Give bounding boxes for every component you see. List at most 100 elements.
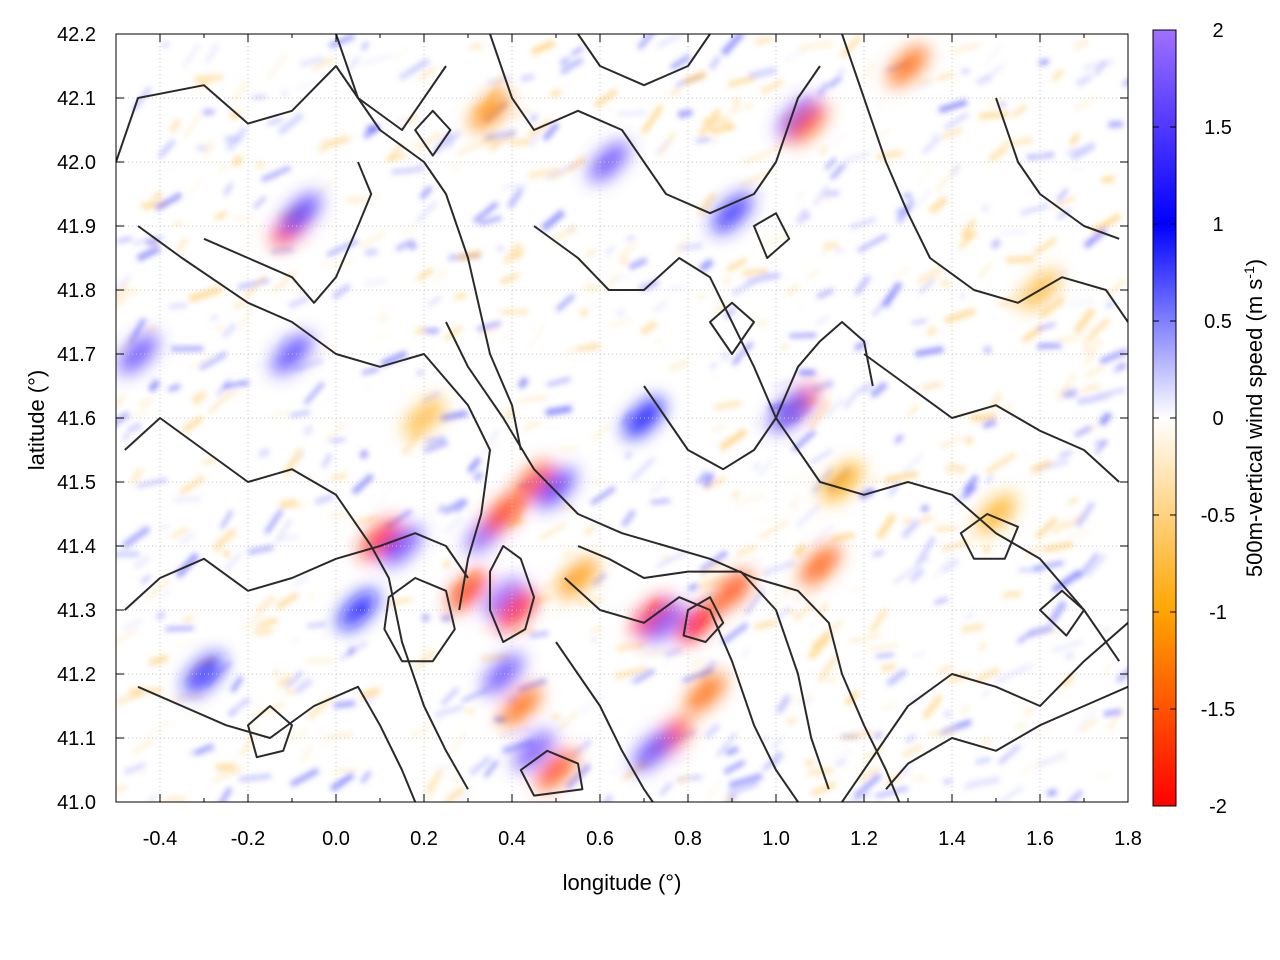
field-cell [1055,757,1069,763]
field-cell [502,182,528,191]
field-cell [941,557,961,574]
field-cell [1073,307,1096,335]
field-cell [886,668,908,687]
field-cell [426,500,439,517]
field-cell [329,513,347,518]
field-cell [222,550,244,573]
field-hotspot [382,526,422,566]
field-cell [520,74,535,82]
field-cell [450,773,461,784]
y-tick-label: 41.4 [57,536,96,558]
field-cell [157,444,172,458]
field-hotspot [514,462,554,502]
field-cell [333,767,359,774]
field-cell [501,309,529,314]
field-cell [483,759,499,778]
field-cell [849,634,882,643]
field-cell [935,526,957,532]
field-cell [230,675,244,693]
field-cell [1103,709,1122,717]
field-cell [218,164,226,172]
field-cell [1037,753,1066,767]
field-cell [869,381,889,399]
field-cell [650,498,671,505]
field-cell [331,283,352,300]
contour-loop [682,596,725,643]
field-cell [1087,317,1111,340]
field-cell [116,784,128,793]
field-cell [225,125,249,152]
field-cell [1051,569,1083,594]
contour-line [137,225,491,611]
field-cell [964,436,974,445]
field-cell [367,696,375,704]
contour-line [489,34,821,215]
field-cell [195,75,223,82]
field-cell [671,234,691,258]
field-cell [255,594,277,614]
field-cell [817,197,833,203]
field-cell [1056,188,1069,203]
field-cell [348,56,360,71]
field-cell [417,66,438,81]
field-cell [639,650,672,657]
field-cell [440,410,468,422]
field-cell [362,124,382,140]
field-cell [840,35,862,58]
field-cell [912,651,926,658]
field-cell [479,215,502,227]
field-cell [233,301,248,309]
field-cell [346,646,356,656]
field-cell [944,307,976,324]
contour-loop [414,109,452,157]
field-cell [943,709,953,719]
field-cell [1068,132,1081,147]
field-cell [711,138,719,145]
field-cell [127,317,147,346]
field-cell [164,120,186,143]
field-cell [744,104,753,109]
field-cell [1056,372,1077,403]
colorbar: 2 1.5 1 0.5 0 -0.5 -1 -1.5 -2 [1152,20,1235,818]
field-cell [425,768,444,793]
field-cell [908,423,943,430]
field-cell [162,41,169,49]
field-cell [720,34,745,57]
field-cell [1006,255,1035,264]
contour-line [445,321,901,802]
field-cell [677,109,693,119]
field-cell [1093,60,1108,77]
field-cell [1050,67,1065,83]
field-cell [1072,96,1097,113]
field-cell [329,589,342,596]
field-cell [731,341,754,366]
field-cell [1072,38,1089,51]
field-cell [1055,336,1080,342]
field-cell [601,793,614,802]
field-cell [183,703,211,715]
field-cell [805,269,820,281]
field-cell [734,492,766,508]
field-cell [157,138,177,159]
field-cell [293,357,324,373]
field-cell [762,559,796,577]
field-cell [1033,150,1048,156]
field-cell [821,619,844,638]
field-cell [558,447,579,451]
field-cell [963,231,974,240]
field-cell [741,268,769,277]
y-axis-label: latitude (°) [24,370,49,471]
field-cell [523,420,542,431]
field-cell [1054,390,1085,393]
field-cell [901,518,921,539]
x-tick-label: 0.6 [586,828,614,850]
field-cell [479,626,493,634]
field-cell [1073,224,1081,234]
field-cell [670,756,697,766]
field-cell [938,99,968,114]
field-cell [960,218,977,238]
field-cell [231,79,250,103]
field-cell [902,517,913,525]
field-cell [545,405,573,417]
field-cell [892,549,921,574]
